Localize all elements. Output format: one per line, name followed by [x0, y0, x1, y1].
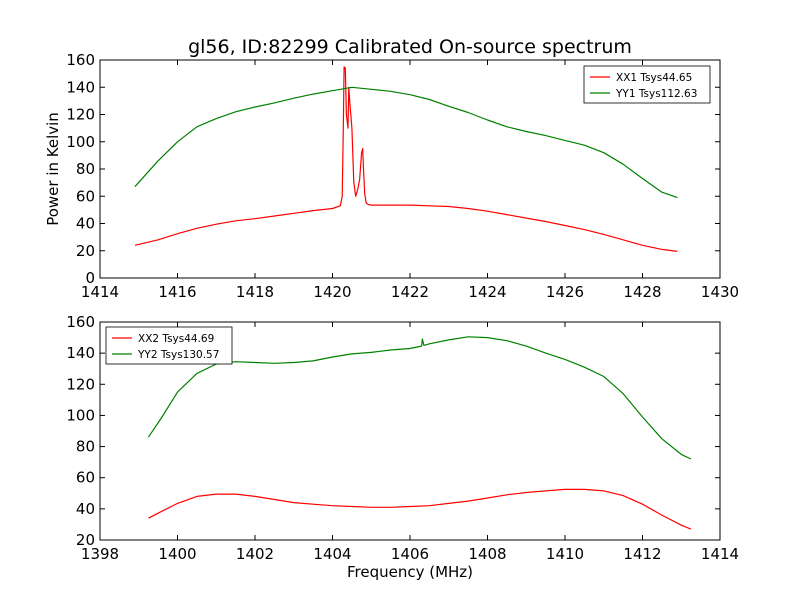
legend-box — [105, 326, 233, 365]
legend-label: XX1 Tsys44.65 — [616, 72, 692, 84]
y-tick-label: 80 — [76, 160, 95, 178]
legend-box — [583, 65, 711, 104]
y-tick-label: 140 — [66, 78, 95, 96]
y-tick-label: 80 — [76, 438, 95, 456]
series-line-2 — [134, 86, 678, 199]
x-tick-label: 1428 — [623, 283, 661, 301]
x-tick-label: 1400 — [158, 545, 196, 563]
y-tick-label: 100 — [66, 406, 95, 424]
x-tick-label: 1412 — [623, 545, 661, 563]
y-tick-label: 160 — [66, 51, 95, 69]
series-line-2 — [147, 336, 692, 460]
x-tick-label: 1416 — [158, 283, 196, 301]
series-line-1 — [148, 488, 692, 530]
y-tick-label: 20 — [76, 242, 95, 260]
x-tick-label: 1398 — [81, 545, 119, 563]
y-tick-label: 40 — [76, 215, 95, 233]
legend-label: YY1 Tsys112.63 — [615, 88, 697, 100]
figure-title: gl56, ID:82299 Calibrated On-source spec… — [188, 36, 632, 58]
y-tick-label: 60 — [76, 469, 95, 487]
y-tick-label: 160 — [66, 313, 95, 331]
y-tick-label: 140 — [66, 344, 95, 362]
y-tick-label: 60 — [76, 187, 95, 205]
x-tick-label: 1414 — [701, 545, 739, 563]
x-tick-label: 1420 — [313, 283, 351, 301]
legend-label: YY2 Tsys130.57 — [137, 349, 219, 361]
x-tick-label: 1426 — [546, 283, 584, 301]
x-tick-label: 1414 — [81, 283, 119, 301]
x-tick-label: 1424 — [468, 283, 506, 301]
x-tick-label: 1408 — [468, 545, 506, 563]
y-tick-label: 20 — [76, 531, 95, 549]
legend-label: XX2 Tsys44.69 — [138, 333, 214, 345]
bottom-spectrum-plot: 1398 1400 1402 1404 1406 1408 1410 1412 1414 20 40… — [66, 313, 739, 563]
x-tick-label: 1410 — [546, 545, 584, 563]
x-tick-label: 1404 — [313, 545, 351, 563]
top-spectrum-plot: 1414 1416 1418 1420 1422 1424 1426 1428 1430 0 20 4… — [66, 51, 739, 301]
y-tick-label: 100 — [66, 133, 95, 151]
x-tick-label: 1430 — [701, 283, 739, 301]
x-tick-label: 1402 — [236, 545, 274, 563]
y-tick-label: 40 — [76, 500, 95, 518]
x-tick-label: 1418 — [236, 283, 274, 301]
y-tick-label: 120 — [66, 106, 95, 124]
y-tick-label: 120 — [66, 375, 95, 393]
y-tick-label: 0 — [85, 269, 95, 287]
series-line-1 — [134, 66, 678, 252]
x-tick-label: 1406 — [391, 545, 429, 563]
y-axis-label: Power in Kelvin — [44, 112, 62, 226]
x-axis-label: Frequency (MHz) — [347, 563, 473, 581]
x-tick-label: 1422 — [391, 283, 429, 301]
